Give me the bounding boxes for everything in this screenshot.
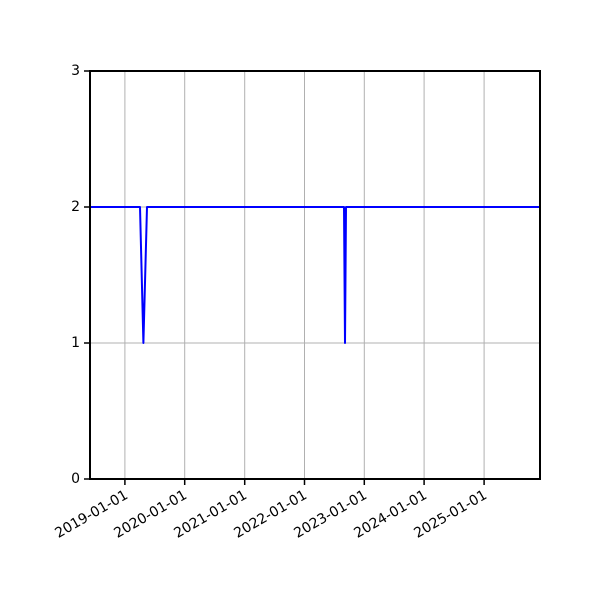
y-tick-label: 2 — [71, 199, 80, 215]
series-line-value-over-time — [90, 206, 540, 344]
y-tick-label: 0 — [71, 471, 80, 487]
y-tick-label: 3 — [71, 63, 80, 79]
plot-spines — [89, 70, 541, 480]
y-tick-label: 1 — [71, 335, 80, 351]
